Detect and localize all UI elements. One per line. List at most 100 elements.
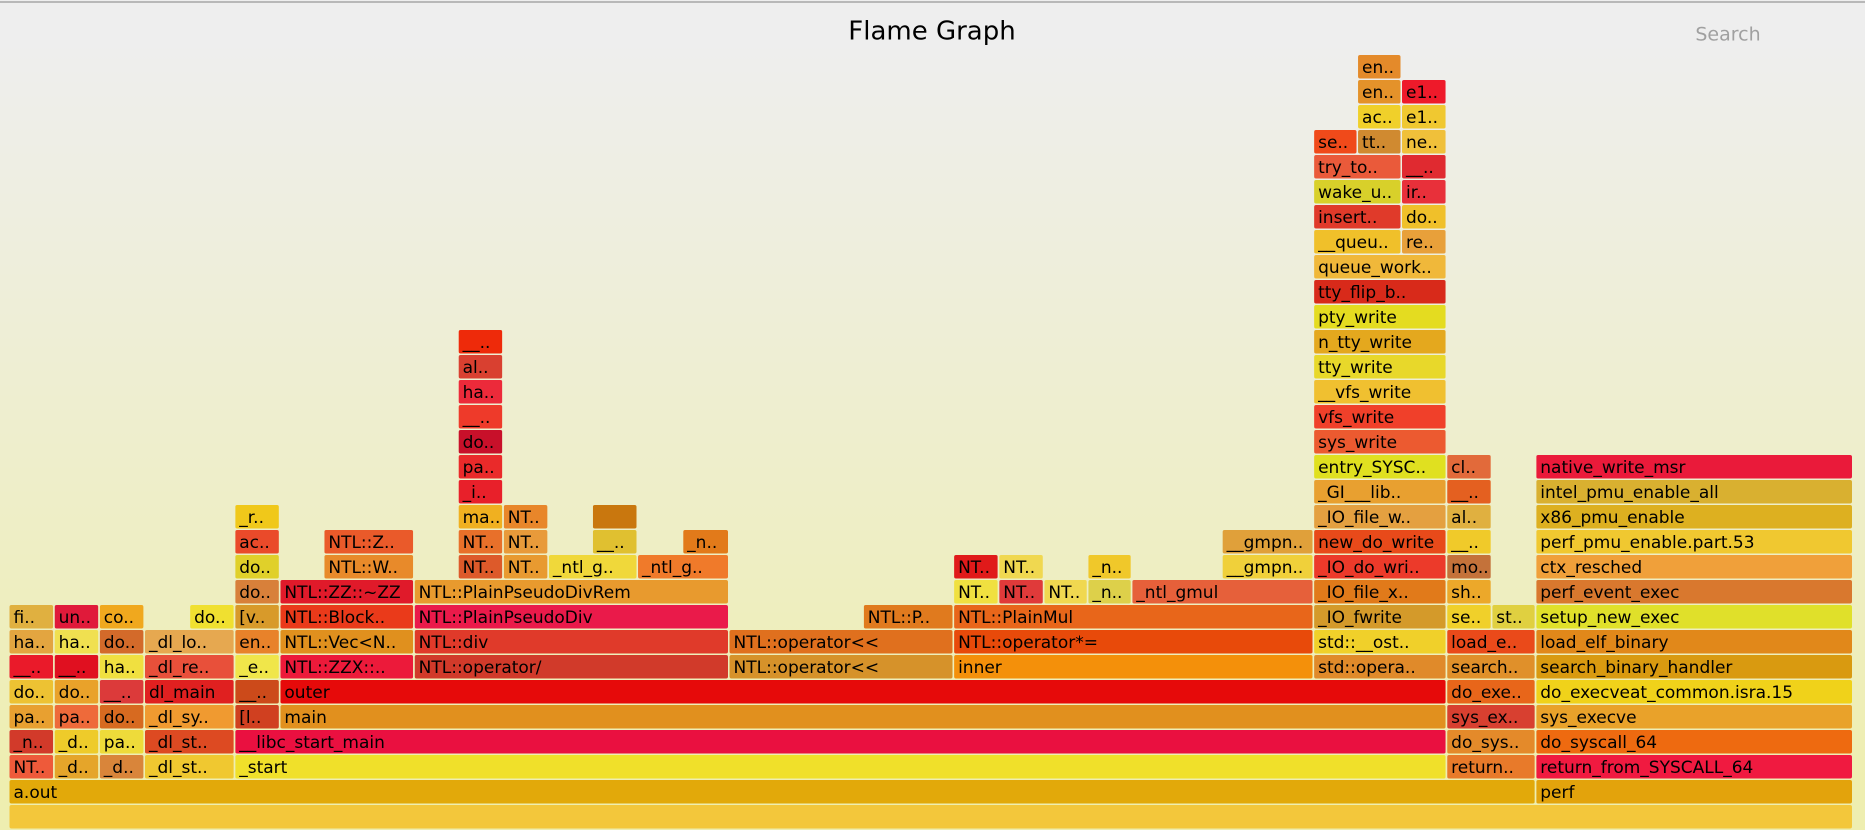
frame-label[interactable]: NT.. — [958, 583, 990, 603]
frame-rect[interactable] — [1447, 455, 1491, 479]
frame-rect[interactable] — [54, 730, 99, 754]
frame[interactable]: a.out — [9, 780, 1535, 804]
frame-label[interactable]: re.. — [1406, 233, 1434, 253]
frame-rect[interactable] — [1088, 555, 1131, 579]
frame[interactable]: NT.. — [954, 555, 998, 579]
frame[interactable]: NTL::PlainMul — [954, 605, 1313, 629]
frame-rect[interactable] — [458, 355, 503, 379]
frame-label[interactable]: NT.. — [1003, 583, 1035, 603]
frame-label[interactable]: do.. — [1406, 208, 1438, 228]
frame-rect[interactable] — [1314, 530, 1446, 554]
frame[interactable]: do.. — [235, 555, 279, 579]
frame[interactable]: ne.. — [1402, 130, 1446, 154]
frame-rect[interactable] — [9, 705, 54, 729]
frame-label[interactable]: NTL::PlainMul — [958, 608, 1073, 628]
frame-label[interactable]: intel_pmu_enable_all — [1540, 483, 1718, 503]
frame-label[interactable]: __.. — [58, 658, 87, 678]
frame-label[interactable]: try_to.. — [1318, 158, 1378, 178]
frame[interactable]: fi.. — [9, 605, 54, 629]
frame-rect[interactable] — [99, 705, 144, 729]
frame-rect[interactable] — [1402, 230, 1446, 254]
frame[interactable]: NTL::div — [414, 630, 729, 654]
frame[interactable]: return_from_SYSCALL_64 — [1536, 755, 1852, 779]
frame-rect[interactable] — [1314, 130, 1357, 154]
frame-label[interactable]: do.. — [463, 433, 495, 453]
frame-rect[interactable] — [144, 680, 234, 704]
frame[interactable]: _ntl_gmul — [1132, 580, 1313, 604]
frame-rect[interactable] — [99, 605, 144, 629]
frame[interactable]: NT.. — [503, 555, 548, 579]
frame-rect[interactable] — [1314, 230, 1401, 254]
frame-label[interactable]: do_exe.. — [1451, 683, 1522, 703]
frame-label[interactable]: sys_execve — [1540, 708, 1636, 728]
frame[interactable]: cl.. — [1447, 455, 1491, 479]
frame-rect[interactable] — [1222, 555, 1313, 579]
frame-label[interactable]: en.. — [1362, 83, 1394, 103]
frame[interactable]: _dl_st.. — [144, 755, 234, 779]
frame-label[interactable]: ctx_resched — [1540, 558, 1642, 578]
frame-label[interactable]: ha.. — [59, 633, 91, 653]
frame-label[interactable]: do.. — [104, 633, 136, 653]
frame-label[interactable]: NTL::PlainPseudoDivRem — [419, 583, 631, 603]
frame[interactable]: pa.. — [54, 705, 99, 729]
frame[interactable]: __.. — [54, 655, 99, 679]
frame-rect[interactable] — [503, 505, 548, 529]
frame-rect[interactable] — [9, 730, 54, 754]
frame-rect[interactable] — [1314, 280, 1446, 304]
frame[interactable]: perf_event_exec — [1536, 580, 1852, 604]
frame[interactable]: load_elf_binary — [1536, 630, 1852, 654]
frame[interactable]: perf — [1536, 780, 1852, 804]
frame-label[interactable]: std::__ost.. — [1318, 633, 1410, 653]
frame-label[interactable]: NT.. — [1048, 583, 1080, 603]
frame-rect[interactable] — [1402, 80, 1446, 104]
frame-label[interactable]: _n.. — [13, 733, 44, 753]
frame-rect[interactable] — [1447, 630, 1535, 654]
frame[interactable]: _n.. — [1088, 580, 1131, 604]
frame[interactable]: sys_ex.. — [1447, 705, 1535, 729]
frame-label[interactable]: NTL::P.. — [868, 608, 930, 628]
frame-rect[interactable] — [1536, 655, 1852, 679]
frame-label[interactable]: do_syscall_64 — [1540, 733, 1657, 753]
frame[interactable]: ha.. — [54, 630, 99, 654]
frame[interactable]: do.. — [99, 705, 144, 729]
frame-label[interactable]: ha.. — [14, 633, 46, 653]
frame-rect[interactable] — [592, 505, 637, 529]
frame[interactable]: NTL::operator/ — [414, 655, 729, 679]
frame-label[interactable]: [v.. — [239, 608, 265, 628]
frame[interactable]: new_do_write — [1314, 530, 1446, 554]
frame[interactable]: do_exe.. — [1447, 680, 1535, 704]
frame-label[interactable]: NT.. — [508, 508, 540, 528]
frame[interactable]: [v.. — [235, 605, 279, 629]
frame[interactable]: en.. — [1358, 55, 1401, 79]
frame-label[interactable]: search_binary_handler — [1540, 658, 1732, 678]
frame[interactable]: NT.. — [999, 580, 1043, 604]
frame[interactable]: queue_work.. — [1314, 255, 1446, 279]
frame-label[interactable]: e1.. — [1406, 83, 1438, 103]
frame-label[interactable]: al.. — [463, 358, 489, 378]
frame-rect[interactable] — [1447, 605, 1491, 629]
frame[interactable]: do_syscall_64 — [1536, 730, 1852, 754]
frame-label[interactable]: e1.. — [1406, 108, 1438, 128]
frame[interactable]: tty_flip_b.. — [1314, 280, 1446, 304]
frame-rect[interactable] — [863, 605, 953, 629]
frame-rect[interactable] — [9, 805, 1853, 829]
frame[interactable]: ir.. — [1402, 180, 1446, 204]
frame-rect[interactable] — [954, 605, 1313, 629]
frame-rect[interactable] — [1536, 505, 1852, 529]
frame[interactable]: ac.. — [1358, 105, 1401, 129]
frame-label[interactable]: _ntl_g.. — [552, 558, 614, 578]
frame[interactable]: un.. — [54, 605, 99, 629]
frame[interactable]: dl_main — [144, 680, 234, 704]
frame[interactable]: do.. — [54, 680, 99, 704]
frame-rect[interactable] — [99, 755, 144, 779]
frame-rect[interactable] — [1447, 680, 1535, 704]
frame-label[interactable]: __.. — [103, 683, 132, 703]
frame[interactable]: do.. — [458, 430, 503, 454]
frame[interactable]: pty_write — [1314, 305, 1446, 329]
frame-rect[interactable] — [1314, 505, 1446, 529]
frame-label[interactable]: _dl_st.. — [148, 733, 208, 753]
frame-label[interactable]: wake_u.. — [1318, 183, 1392, 203]
search-button[interactable]: Search — [1695, 24, 1760, 46]
frame-rect[interactable] — [235, 755, 1446, 779]
frame[interactable]: ac.. — [235, 530, 279, 554]
